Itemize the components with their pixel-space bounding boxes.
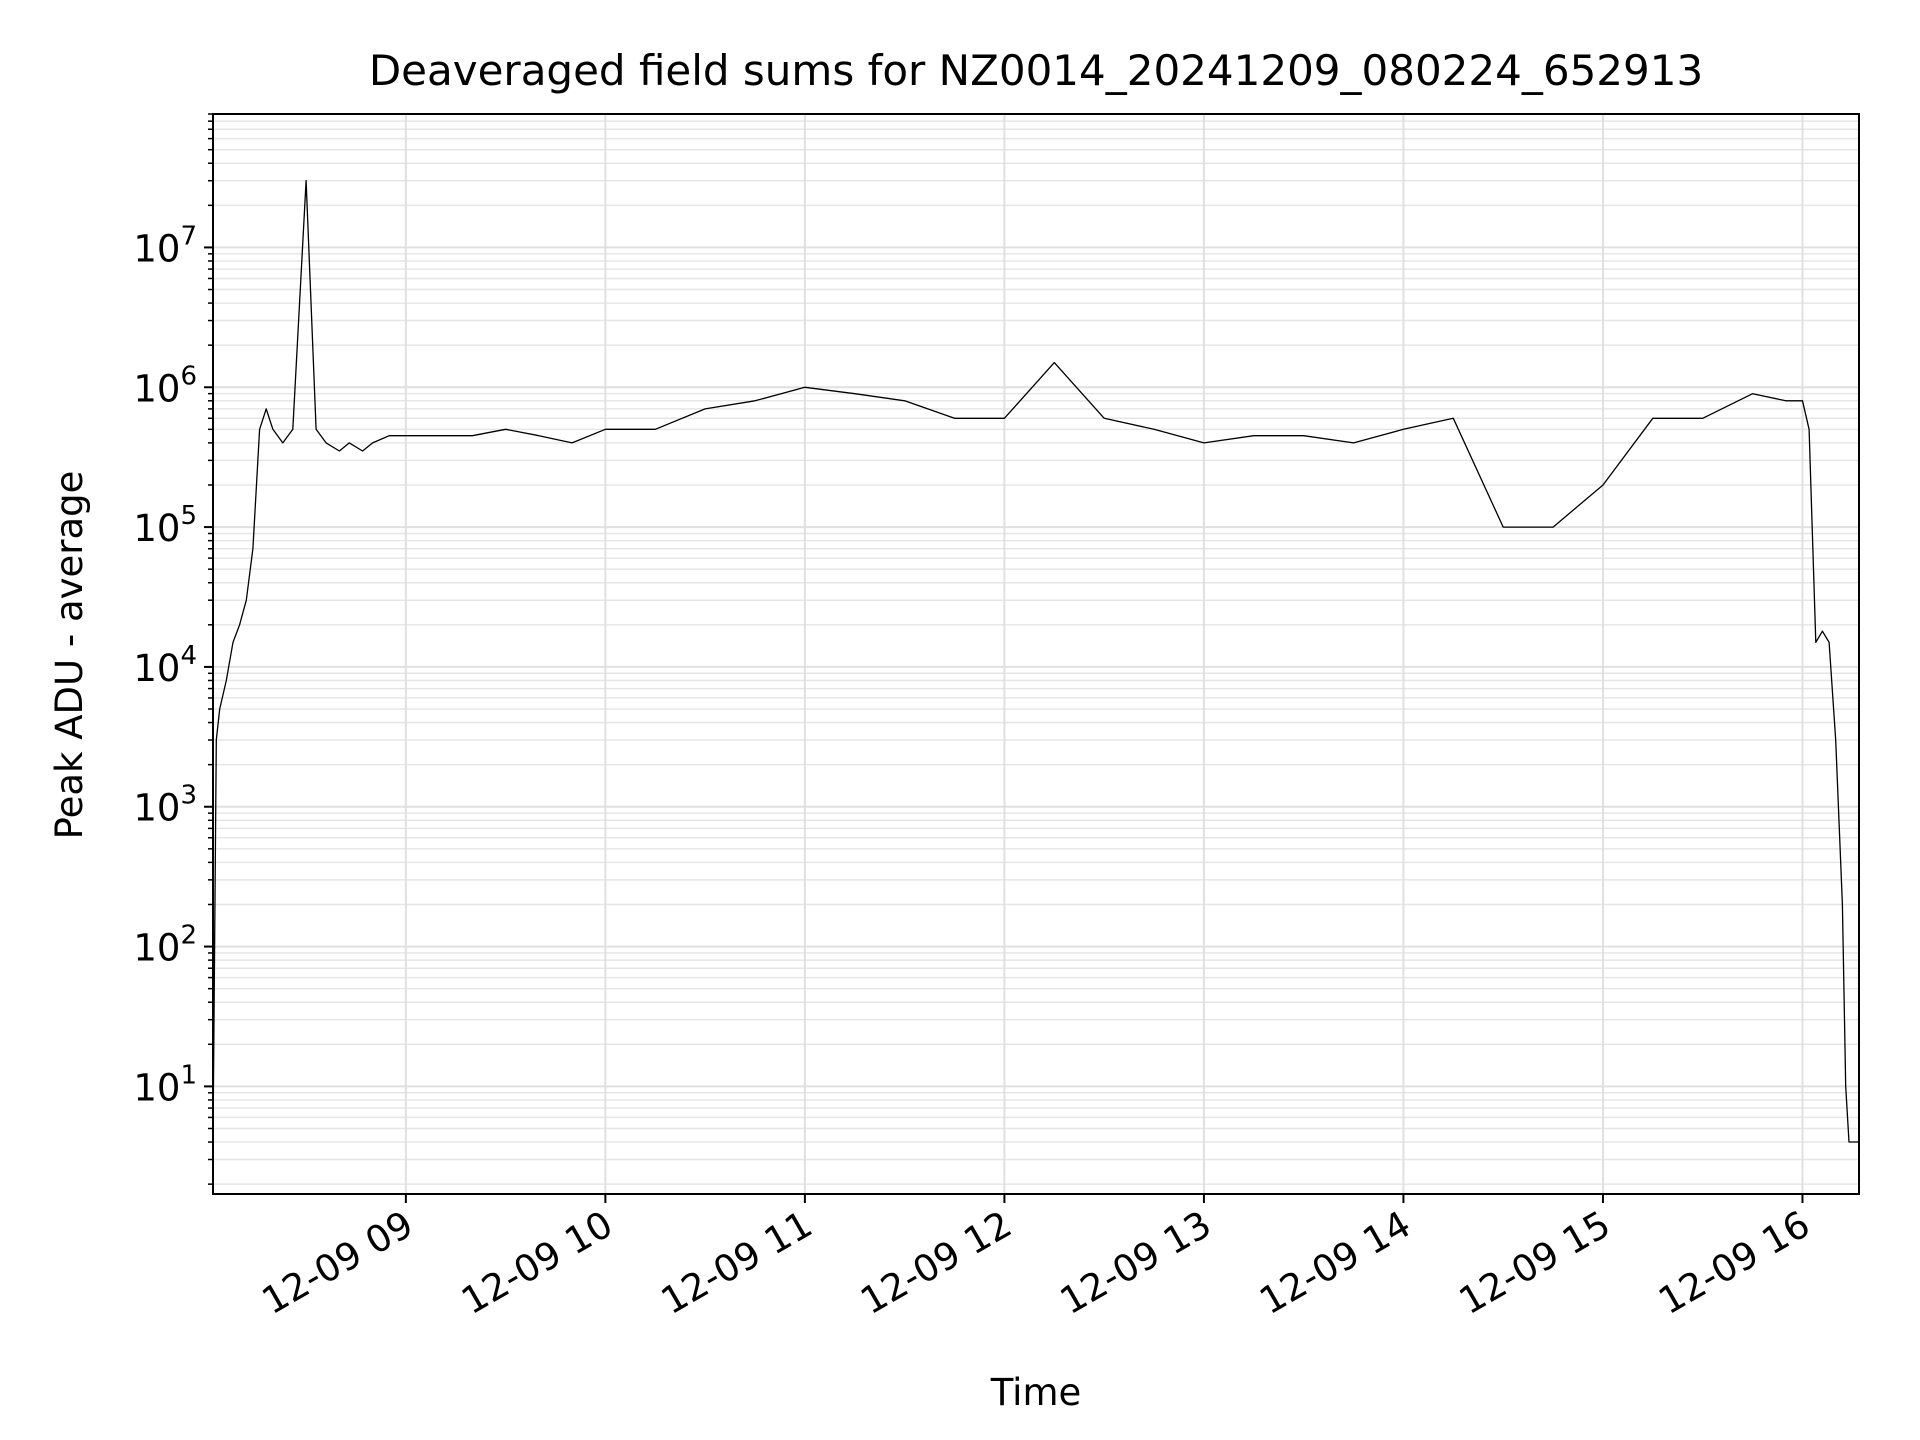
plot-frame — [212, 113, 1860, 1195]
x-axis-label: Time — [990, 1371, 1082, 1414]
y-tick-exponent: 7 — [180, 221, 197, 251]
y-tick-exponent: 2 — [180, 921, 197, 951]
minor-gridlines — [213, 113, 1859, 1185]
y-tick-exponent: 4 — [180, 641, 197, 671]
y-tick-label: 101 — [133, 1060, 197, 1109]
y-tick-exponent: 1 — [180, 1060, 197, 1090]
series-line — [212, 180, 1859, 1143]
y-tick-label: 105 — [133, 501, 197, 550]
y-tick-exponent: 6 — [180, 361, 197, 391]
chart-title: Deaveraged field sums for NZ0014_2024120… — [369, 46, 1703, 95]
y-tick-exponent: 3 — [180, 781, 197, 811]
y-axis-label: Peak ADU - average — [48, 471, 91, 840]
y-tick-marks — [204, 113, 213, 1185]
y-tick-exponent: 5 — [180, 501, 197, 531]
x-tick-marks — [404, 1194, 1804, 1203]
major-gridlines — [213, 114, 1859, 1194]
